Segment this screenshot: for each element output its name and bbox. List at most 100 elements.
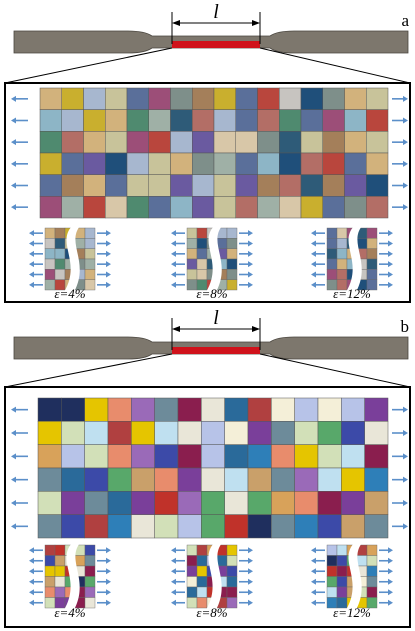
grain: [301, 110, 323, 132]
grain: [187, 566, 197, 577]
grain: [45, 545, 55, 556]
grain: [85, 228, 95, 238]
grain: [127, 110, 149, 132]
grain: [365, 398, 388, 421]
grain: [367, 228, 377, 238]
arrow-head: [106, 241, 111, 247]
grain: [55, 556, 65, 567]
grain: [38, 445, 61, 468]
strain-label: ε=4%: [54, 605, 85, 620]
grain: [227, 566, 237, 577]
arrow-head: [403, 161, 408, 167]
grain: [279, 131, 301, 153]
grain: [337, 556, 347, 567]
grain: [367, 587, 377, 598]
grain: [62, 88, 84, 110]
grain: [55, 238, 65, 248]
arrow-head: [403, 453, 408, 459]
grain: [366, 88, 388, 110]
grain: [155, 421, 178, 444]
grain: [85, 421, 108, 444]
grain: [178, 421, 201, 444]
arrow-head: [171, 241, 176, 247]
grain: [187, 228, 197, 238]
grain: [337, 577, 347, 588]
arrow-head: [388, 230, 393, 236]
grain: [301, 175, 323, 197]
arrow-head: [388, 241, 393, 247]
grain: [225, 515, 248, 538]
grain: [214, 131, 236, 153]
grain: [318, 468, 341, 491]
grain: [227, 269, 237, 279]
grain: [62, 175, 84, 197]
arrow-head: [403, 139, 408, 145]
grain: [38, 515, 61, 538]
grain: [84, 196, 106, 218]
grain: [345, 88, 367, 110]
arrow-head: [172, 326, 180, 332]
grain: [108, 468, 131, 491]
grain: [225, 468, 248, 491]
grain: [227, 556, 237, 567]
arrow-head: [29, 261, 34, 267]
arrow-head: [388, 600, 393, 606]
grain: [38, 468, 61, 491]
grain: [197, 228, 207, 238]
grain: [171, 110, 193, 132]
grain: [171, 175, 193, 197]
grain: [85, 515, 108, 538]
grain: [366, 153, 388, 175]
arrow-head: [388, 547, 393, 553]
grain: [105, 175, 127, 197]
grain: [365, 445, 388, 468]
grain: [178, 468, 201, 491]
arrow-head: [403, 407, 408, 413]
figure: laε=4%ε=8%ε=12%lbε=4%ε=8%ε=12%: [0, 0, 415, 631]
grain: [279, 110, 301, 132]
grain: [55, 587, 65, 598]
grain: [131, 421, 154, 444]
grain: [248, 421, 271, 444]
grain: [85, 587, 95, 598]
grain: [367, 269, 377, 279]
grain: [197, 556, 207, 567]
grain: [187, 238, 197, 248]
grain: [84, 131, 106, 153]
grain: [258, 110, 280, 132]
grain: [279, 175, 301, 197]
grain: [327, 545, 337, 556]
grain: [366, 196, 388, 218]
grain: [225, 445, 248, 468]
strain-label: ε=12%: [333, 286, 371, 301]
grain: [248, 515, 271, 538]
grain: [337, 545, 347, 556]
grain: [61, 445, 84, 468]
arrow-head: [311, 251, 316, 257]
arrow-head: [248, 230, 253, 236]
grain: [323, 110, 345, 132]
grain: [337, 228, 347, 238]
arrow-head: [311, 579, 316, 585]
arrow-head: [311, 241, 316, 247]
arrow-head: [171, 558, 176, 564]
arrow-head: [171, 579, 176, 585]
grain: [227, 228, 237, 238]
grain: [84, 153, 106, 175]
grain: [301, 153, 323, 175]
arrow-head: [11, 453, 16, 459]
grain: [192, 88, 214, 110]
grain: [236, 196, 258, 218]
grain: [258, 131, 280, 153]
grain: [367, 577, 377, 588]
grain: [85, 280, 95, 290]
grain: [236, 110, 258, 132]
grain: [108, 491, 131, 514]
arrow-head: [106, 261, 111, 267]
grain: [40, 88, 62, 110]
grain: [214, 153, 236, 175]
grain: [85, 598, 95, 609]
arrow-head: [29, 241, 34, 247]
grain: [327, 228, 337, 238]
length-label: l: [213, 1, 219, 23]
